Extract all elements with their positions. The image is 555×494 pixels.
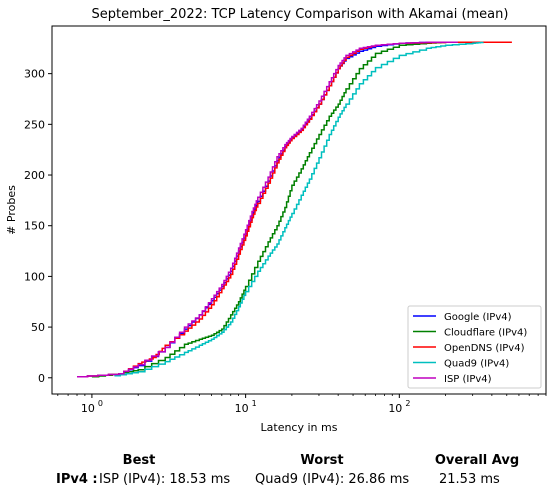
chart-title: September_2022: TCP Latency Comparison w… [92, 7, 509, 22]
y-tick-label: 200 [24, 169, 45, 182]
plot-frame [51, 25, 547, 395]
legend-label-2: Cloudflare (IPv4) [444, 328, 527, 339]
worst-value: Quad9 (IPv4): 26.86 ms [255, 472, 410, 487]
legend-label-4: Quad9 (IPv4) [444, 359, 509, 370]
x-axis-label: Latency in ms [261, 421, 338, 434]
series-line-5 [77, 41, 458, 378]
x-tick-exponent: 0 [98, 399, 103, 408]
series-line-4 [114, 41, 484, 377]
best-header: Best [122, 453, 156, 468]
summary-table: Best Worst Overall Avg IPv4 : ISP (IPv4)… [0, 448, 555, 494]
y-tick-label: 50 [31, 321, 45, 334]
y-axis-label: # Probes [5, 185, 18, 235]
series-line-2 [91, 41, 477, 378]
x-tick-exponent: 1 [252, 399, 257, 408]
y-tick-label: 0 [38, 372, 45, 385]
legend-label-1: Google (IPv4) [444, 312, 512, 323]
legend-label-3: OpenDNS (IPv4) [444, 343, 525, 354]
latency-chart: September_2022: TCP Latency Comparison w… [5, 7, 547, 434]
x-tick-label: 10 [388, 402, 402, 415]
x-tick-exponent: 2 [405, 399, 410, 408]
x-tick-label: 10 [235, 402, 249, 415]
ipv4-row-label: IPv4 : [56, 472, 98, 487]
series-line-3 [77, 41, 512, 378]
x-tick-label: 10 [81, 402, 95, 415]
y-tick-label: 100 [24, 270, 45, 283]
overall-avg-header: Overall Avg [434, 453, 520, 468]
series-line-1 [77, 41, 455, 378]
y-tick-label: 150 [24, 220, 45, 233]
overall-avg-value: 21.53 ms [439, 472, 500, 487]
worst-header: Worst [300, 453, 344, 468]
best-value: ISP (IPv4): 18.53 ms [99, 472, 231, 487]
legend-box [407, 305, 542, 389]
y-tick-label: 250 [24, 118, 45, 131]
legend-label-5: ISP (IPv4) [444, 374, 492, 385]
y-tick-label: 300 [24, 68, 45, 81]
